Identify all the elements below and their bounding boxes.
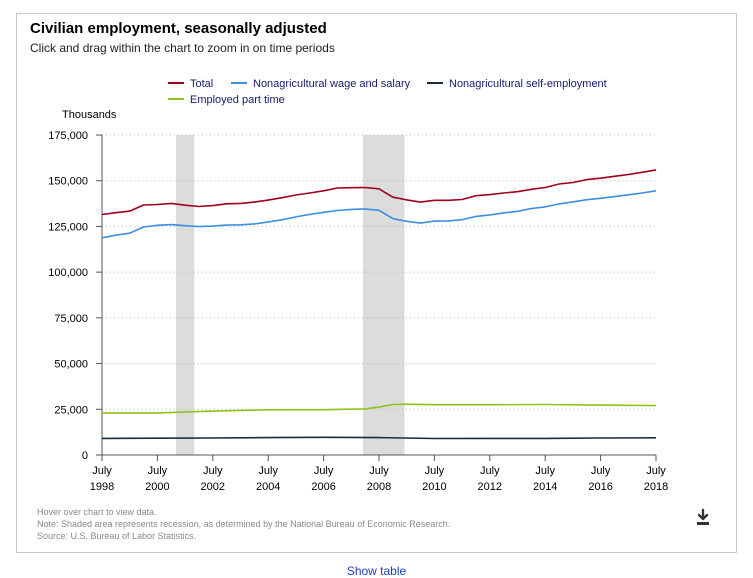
recession-shading [175,135,405,455]
legend-item-wage-salary[interactable]: Nonagricultural wage and salary [231,78,410,90]
x-tick-label-month: July [203,465,223,477]
series-lines[interactable] [101,169,657,440]
legend-label: Nonagricultural self-employment [449,78,607,90]
x-tick-label-month: July [92,465,112,477]
legend-swatch-self-employment [427,82,443,85]
x-tick-label-month: July [369,465,389,477]
x-tick-label-month: July [314,465,334,477]
series-line-employed-part-time[interactable] [102,403,657,414]
y-tick-label: 100,000 [48,267,88,279]
series-line-total[interactable] [101,169,657,216]
hover-note: Hover over chart to view data. [37,507,157,517]
axes: 0 25,000 50,000 75,000 100,000 125,000 150,000… [48,130,668,493]
x-tick-label-year: 2004 [256,481,280,493]
y-tick-label: 25,000 [54,404,88,416]
show-table-link[interactable]: Show table [346,564,407,578]
x-tick-label-year: 2018 [644,481,668,493]
x-tick-label-month: July [425,465,445,477]
source-note: Source: U.S. Bureau of Labor Statistics. [37,531,197,541]
legend-item-total[interactable]: Total [168,78,213,90]
chart-notes: Hover over chart to view data. Note: Sha… [37,506,450,542]
x-tick-label-month: July [535,465,555,477]
x-tick-label-year: 2014 [533,481,557,493]
x-tick-label-month: July [591,465,611,477]
y-tick-label: 50,000 [54,359,88,371]
y-tick-label: 150,000 [48,176,88,188]
series-line-nonagricultural-self-employment[interactable] [101,436,657,440]
x-tick-label-year: 2012 [478,481,502,493]
recession-band [175,135,195,455]
x-tick-label-year: 2016 [588,481,612,493]
x-tick-label-year: 2010 [422,481,446,493]
legend-swatch-wage-salary [231,82,247,85]
recession-note: Note: Shaded area represents recession, … [37,519,451,529]
series-line-nonagricultural-wage-and-salary[interactable] [101,190,657,239]
y-axis-label: Thousands [62,109,117,121]
legend-item-self-employment[interactable]: Nonagricultural self-employment [427,78,607,90]
y-tick-label: 0 [82,450,88,462]
x-tick-label-month: July [646,465,666,477]
legend-label: Nonagricultural wage and salary [253,78,411,90]
x-tick-label-year: 2006 [311,481,335,493]
y-tick-label: 75,000 [54,313,88,325]
x-tick-label-month: July [148,465,168,477]
y-tick-label: 125,000 [48,221,88,233]
x-tick-label-month: July [258,465,278,477]
x-tick-label-year: 1998 [90,481,114,493]
x-tick-label-year: 2008 [367,481,391,493]
chart-subtitle: Click and drag within the chart to zoom … [30,41,335,55]
chart-title: Civilian employment, seasonally adjusted [30,20,327,37]
legend-swatch-total [168,82,184,85]
legend-swatch-part-time [168,98,184,101]
x-tick-label-year: 2002 [201,481,225,493]
legend-label: Total [190,78,214,90]
legend-label: Employed part time [190,94,285,106]
download-icon[interactable] [694,508,712,528]
legend-item-part-time[interactable]: Employed part time [168,94,285,106]
y-tick-label: 175,000 [48,130,88,142]
x-tick-label-month: July [480,465,500,477]
x-tick-label-year: 2000 [145,481,169,493]
